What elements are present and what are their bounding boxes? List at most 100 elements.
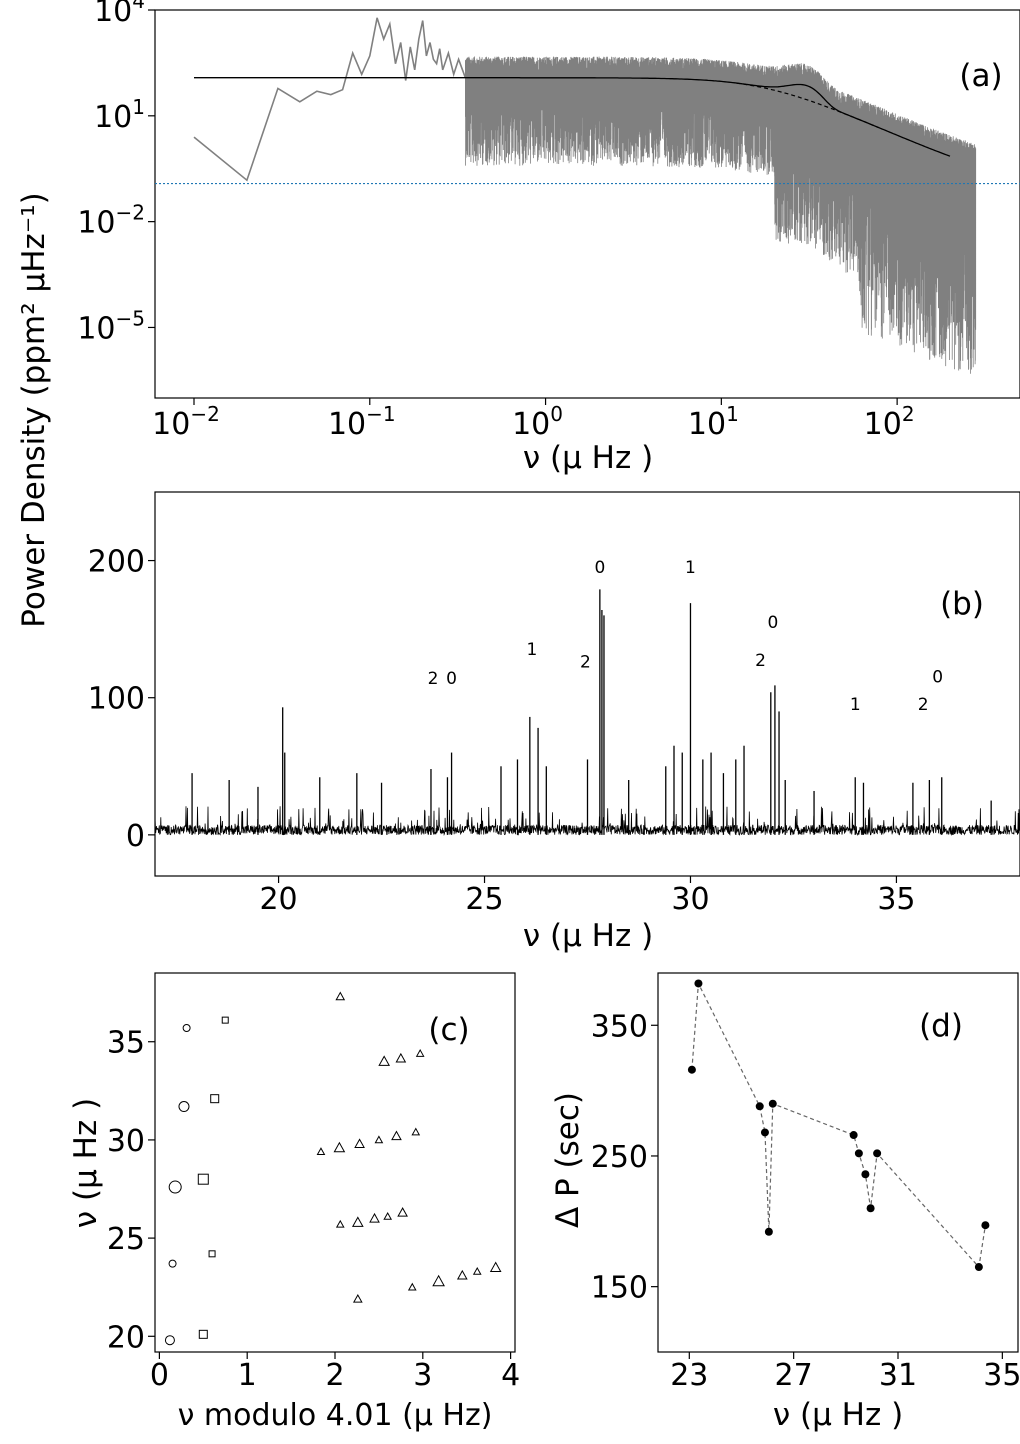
panel-d-period-spacing: 23 27 31 35 150 250 350 ν (μ Hz ) Δ P (sec) (d) xyxy=(550,972,1020,1433)
x-tick-label: 10−1 xyxy=(328,402,396,442)
x-tick-label: 20 xyxy=(259,882,297,917)
panel-b-frame xyxy=(154,491,1020,877)
y-tick-label: 10−2 xyxy=(77,201,145,241)
shared-y-axis-label: Power Density (ppm² μHz⁻¹) xyxy=(16,192,52,627)
x-tick-label: 35 xyxy=(877,882,915,917)
x-tick-label: 1 xyxy=(238,1358,257,1393)
x-tick-label: 100 xyxy=(512,402,563,442)
y-tick-label: 104 xyxy=(94,0,145,29)
model-background-dashed-line xyxy=(736,82,879,128)
x-tick-label: 4 xyxy=(501,1358,520,1393)
echelle-point-l0 xyxy=(168,1259,177,1268)
spectrum-lowfreq-line xyxy=(193,17,467,182)
period-spacing-point xyxy=(974,1263,983,1272)
period-spacing-point xyxy=(854,1149,863,1158)
x-tick-label: 23 xyxy=(670,1358,708,1393)
echelle-point-l2 xyxy=(198,1329,208,1339)
panel-label: (d) xyxy=(919,1008,963,1044)
echelle-point-l2 xyxy=(221,1016,229,1024)
echelle-point-l1 xyxy=(352,1293,363,1303)
y-tick-label: 20 xyxy=(107,1320,145,1355)
y-tick-label: 0 xyxy=(126,819,145,854)
echelle-point-l1 xyxy=(354,1138,365,1148)
echelle-point-l1 xyxy=(316,1147,326,1155)
echelle-point-l1 xyxy=(397,1207,408,1217)
y-tick-label: 35 xyxy=(107,1026,145,1061)
mode-degree-annotation: 2 xyxy=(755,651,766,671)
echelle-point-l1 xyxy=(415,1048,425,1057)
period-spacing-point xyxy=(866,1204,875,1213)
period-spacing-point xyxy=(760,1128,769,1137)
y-axis-label: Δ P (sec) xyxy=(550,1092,586,1228)
y-tick-label: 25 xyxy=(107,1222,145,1257)
x-tick-label: 10−2 xyxy=(152,402,220,442)
echelle-point-l0 xyxy=(178,1101,190,1113)
period-spacing-point xyxy=(861,1170,870,1179)
x-tick-label: 27 xyxy=(775,1358,813,1393)
panel-label: (a) xyxy=(959,58,1002,94)
y-tick-label: 100 xyxy=(88,682,145,717)
echelle-point-l0 xyxy=(168,1180,182,1194)
period-spacing-point xyxy=(873,1149,882,1158)
echelle-point-l1 xyxy=(333,1141,346,1153)
spectrum-dense-line xyxy=(465,56,977,374)
x-tick-label: 35 xyxy=(983,1358,1020,1393)
mode-degree-annotation: 0 xyxy=(446,669,457,689)
y-tick-label: 200 xyxy=(88,545,145,580)
echelle-point-l1 xyxy=(335,991,346,1001)
x-axis-label: ν modulo 4.01 (μ Hz) xyxy=(178,1398,493,1433)
model-fit-line xyxy=(194,77,951,157)
period-spacing-point xyxy=(849,1131,858,1140)
y-tick-label: 250 xyxy=(591,1140,648,1175)
echelle-point-l0 xyxy=(164,1335,175,1346)
echelle-point-l1 xyxy=(395,1052,407,1063)
panel-label: (c) xyxy=(428,1012,469,1048)
period-spacing-point xyxy=(755,1102,764,1111)
period-spacing-point xyxy=(981,1221,990,1230)
x-tick-label: 25 xyxy=(465,882,503,917)
period-spacing-point xyxy=(687,1065,696,1074)
echelle-point-l1 xyxy=(374,1135,384,1144)
echelle-point-l2 xyxy=(208,1250,216,1258)
period-spacing-point xyxy=(764,1227,773,1236)
mode-degree-annotation: 1 xyxy=(850,695,861,715)
x-tick-label: 30 xyxy=(671,882,709,917)
mode-degree-annotation: 0 xyxy=(767,613,778,633)
echelle-point-l1 xyxy=(411,1127,421,1136)
mode-degree-annotation: 2 xyxy=(580,653,591,673)
echelle-point-l1 xyxy=(456,1269,468,1280)
echelle-point-l1 xyxy=(432,1274,445,1287)
x-axis-label: ν (μ Hz ) xyxy=(523,918,653,954)
x-axis-label: ν (μ Hz ) xyxy=(773,1397,903,1433)
mode-degree-annotation: 1 xyxy=(526,640,537,660)
y-axis-label: ν (μ Hz ) xyxy=(68,1098,104,1228)
echelle-point-l2 xyxy=(197,1173,209,1185)
mode-degree-annotation: 0 xyxy=(932,668,943,688)
y-tick-label: 350 xyxy=(591,1009,648,1044)
panel-d-frame xyxy=(657,972,1019,1353)
panel-a-spectrum-loglog: 10−2 10−1 100 101 102 104 101 10−2 10−5 ν (μ Hz )… xyxy=(77,0,1020,476)
panel-label: (b) xyxy=(940,586,984,622)
echelle-point-l1 xyxy=(391,1130,402,1141)
echelle-point-l1 xyxy=(378,1055,391,1066)
x-tick-label: 31 xyxy=(879,1358,917,1393)
mode-degree-annotation: 2 xyxy=(428,669,439,689)
panel-a-frame xyxy=(154,9,1020,399)
x-axis-label: ν (μ Hz ) xyxy=(523,440,653,476)
y-tick-label: 101 xyxy=(94,95,145,135)
echelle-point-l1 xyxy=(351,1216,364,1227)
x-tick-label: 102 xyxy=(864,402,915,442)
period-spacing-point xyxy=(768,1099,777,1108)
x-tick-label: 101 xyxy=(688,402,739,442)
x-tick-label: 0 xyxy=(150,1358,169,1393)
echelle-point-l2 xyxy=(210,1094,220,1104)
echelle-point-l1 xyxy=(335,1219,345,1228)
echelle-point-l1 xyxy=(383,1211,393,1220)
echelle-point-l1 xyxy=(407,1282,417,1291)
echelle-point-l1 xyxy=(472,1266,482,1275)
y-tick-label: 10−5 xyxy=(77,306,145,346)
panel-c-echelle-diagram: 0 1 2 3 4 20 25 30 35 ν modulo 4.01 (μ Hz) ν (μ Hz… xyxy=(68,972,520,1433)
y-tick-label: 30 xyxy=(107,1124,145,1159)
